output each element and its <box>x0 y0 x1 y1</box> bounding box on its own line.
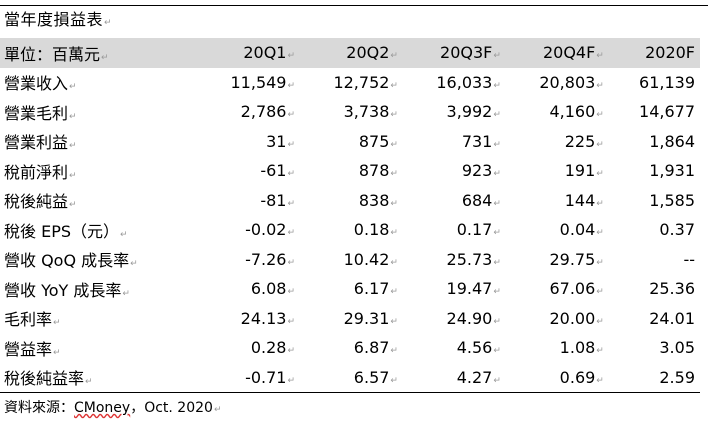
table-header-row: 單位：百萬元↵ 20Q1↵ 20Q2↵ 20Q3F↵ 20Q4F↵ 2020F <box>0 38 700 68</box>
value-cell: 24.90↵ <box>446 308 501 328</box>
row-label: 營業利益↵ <box>4 133 77 153</box>
row-label: 稅後純益率↵ <box>0 362 198 393</box>
table-row: 稅後純益率↵ -0.71↵ 6.57↵ 4.27↵ 0.69↵ 2.59 <box>0 362 700 393</box>
table-row: 營收 YoY 成長率↵ 6.08↵ 6.17↵ 19.47↵ 67.06↵ 25.36 <box>0 274 700 304</box>
value-cell: 20.00↵ <box>549 308 604 328</box>
value-cell: 0.28↵ <box>250 338 296 358</box>
value-cell: 6.08↵ <box>250 279 296 299</box>
column-header: 20Q2↵ <box>346 43 398 63</box>
value-cell: 875↵ <box>358 131 398 151</box>
table-row: 營益率↵ 0.28↵ 6.87↵ 4.56↵ 1.08↵ 3.05 <box>0 333 700 363</box>
table-row: 營業利益↵ 31↵ 875↵ 731↵ 225↵ 1,864 <box>0 127 700 157</box>
unit-label: 單位：百萬元↵ <box>4 44 109 64</box>
table-row: 營業毛利↵ 2,786↵ 3,738↵ 3,992↵ 4,160↵ 14,677 <box>0 97 700 127</box>
value-cell: 16,033↵ <box>436 72 501 92</box>
value-cell: 3.05 <box>659 338 695 358</box>
value-cell: 0.04↵ <box>559 220 604 240</box>
value-cell: 731↵ <box>461 131 501 151</box>
value-cell: 191↵ <box>564 161 604 181</box>
value-cell: 0.37 <box>659 220 695 240</box>
value-cell: 225↵ <box>564 131 604 151</box>
column-header: 2020F <box>645 43 695 63</box>
value-cell: -81↵ <box>260 190 296 210</box>
value-cell: 3,992↵ <box>446 102 501 122</box>
column-header: 20Q1↵ <box>243 43 296 63</box>
value-cell: 24.01 <box>649 308 695 328</box>
value-cell: -- <box>683 249 695 269</box>
column-header: 20Q4F↵ <box>542 43 604 63</box>
value-cell: 61,139 <box>639 72 695 92</box>
value-cell: -7.26↵ <box>245 249 296 269</box>
row-label: 營收 YoY 成長率↵ <box>4 280 130 300</box>
source-note: 資料來源：CMoney，Oct. 2020↵ <box>4 400 222 416</box>
value-cell: 1.08↵ <box>559 338 604 358</box>
row-label: 營收 QoQ 成長率↵ <box>4 251 138 271</box>
row-label: 營業收入↵ <box>4 74 77 94</box>
value-cell: 31↵ <box>266 131 296 151</box>
page-title: 當年度損益表↵ <box>4 10 113 29</box>
value-cell: 0.18↵ <box>353 220 398 240</box>
value-cell: 144↵ <box>564 190 604 210</box>
table-row: 稅後純益↵ -81↵ 838↵ 684↵ 144↵ 1,585 <box>0 186 700 216</box>
value-cell: 6.87↵ <box>353 338 398 358</box>
value-cell: 4,160↵ <box>549 102 604 122</box>
value-cell: 838↵ <box>358 190 398 210</box>
value-cell: 1,931 <box>649 161 695 181</box>
value-cell: 12,752↵ <box>333 72 398 92</box>
table-row: 營業收入↵ 11,549↵ 12,752↵ 16,033↵ 20,803↵ 61,139 <box>0 68 700 98</box>
value-cell: 6.17↵ <box>353 279 398 299</box>
value-cell: 19.47↵ <box>446 279 501 299</box>
value-cell: 1,864 <box>649 131 695 151</box>
value-cell: 24.13↵ <box>240 308 296 328</box>
value-cell: 25.73↵ <box>446 249 501 269</box>
row-label: 稅前淨利↵ <box>4 162 77 182</box>
value-cell: 878↵ <box>358 161 398 181</box>
value-cell: 11,549↵ <box>230 72 296 92</box>
value-cell: -0.02↵ <box>245 220 296 240</box>
income-statement-table: 單位：百萬元↵ 20Q1↵ 20Q2↵ 20Q3F↵ 20Q4F↵ 2020F … <box>0 38 700 393</box>
row-label: 毛利率↵ <box>4 310 61 330</box>
table-row: 毛利率↵ 24.13↵ 29.31↵ 24.90↵ 20.00↵ 24.01 <box>0 304 700 334</box>
value-cell: 29.75↵ <box>549 249 604 269</box>
value-cell: 923↵ <box>461 161 501 181</box>
row-label: 稅後純益↵ <box>4 192 77 212</box>
value-cell: 6.57↵ <box>300 362 403 393</box>
value-cell: 4.27↵ <box>402 362 506 393</box>
table-row: 稅前淨利↵ -61↵ 878↵ 923↵ 191↵ 1,931 <box>0 156 700 186</box>
row-label: 營業毛利↵ <box>4 103 77 123</box>
value-cell: 4.56↵ <box>456 338 501 358</box>
row-label: 營益率↵ <box>4 339 61 359</box>
value-cell: 1,585 <box>649 190 695 210</box>
value-cell: 0.17↵ <box>456 220 501 240</box>
value-cell: 20,803↵ <box>539 72 604 92</box>
value-cell: 14,677 <box>639 102 695 122</box>
column-header: 20Q3F↵ <box>440 43 501 63</box>
table-row: 營收 QoQ 成長率↵ -7.26↵ 10.42↵ 25.73↵ 29.75↵ -- <box>0 245 700 275</box>
table-row: 稅後 EPS（元）↵ -0.02↵ 0.18↵ 0.17↵ 0.04↵ 0.37 <box>0 215 700 245</box>
value-cell: 2.59 <box>608 362 700 393</box>
value-cell: -0.71↵ <box>197 362 301 393</box>
value-cell: 29.31↵ <box>343 308 398 328</box>
value-cell: -61↵ <box>260 161 296 181</box>
value-cell: 10.42↵ <box>343 249 398 269</box>
top-border <box>0 5 708 6</box>
value-cell: 0.69↵ <box>505 362 609 393</box>
value-cell: 2,786↵ <box>240 102 296 122</box>
value-cell: 684↵ <box>461 190 501 210</box>
row-label: 稅後 EPS（元）↵ <box>4 221 128 241</box>
value-cell: 67.06↵ <box>549 279 604 299</box>
value-cell: 3,738↵ <box>343 102 398 122</box>
value-cell: 25.36 <box>649 279 695 299</box>
